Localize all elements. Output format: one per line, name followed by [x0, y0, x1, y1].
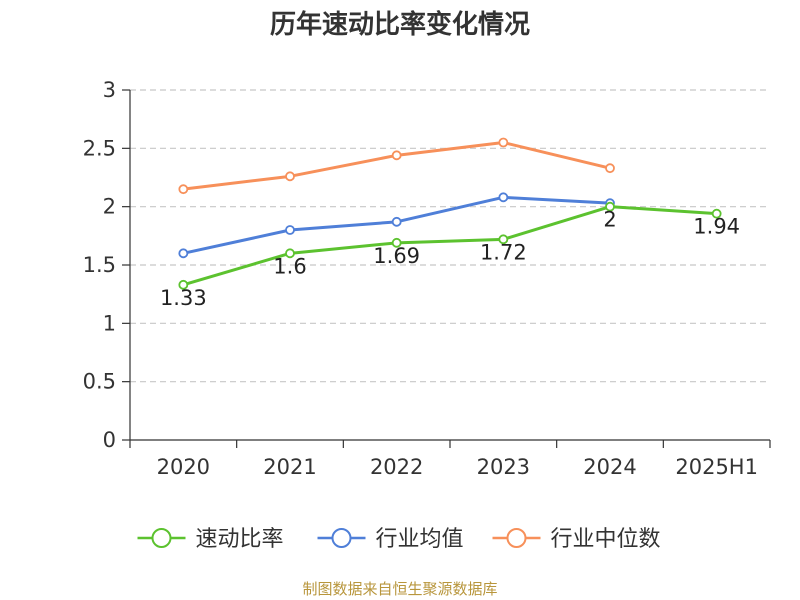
x-tick-label: 2024 [583, 455, 636, 479]
data-point [391, 237, 402, 248]
data-label: 1.94 [693, 215, 740, 239]
legend-label: 行业中位数 [551, 527, 661, 552]
data-label: 2 [603, 208, 616, 232]
y-tick-label: 3 [103, 78, 116, 102]
legend-item[interactable]: 行业中位数 [492, 527, 661, 552]
data-label: 1.6 [273, 254, 306, 278]
legend-swatch-marker [506, 528, 527, 548]
data-labels: 1.33 1.6 1.69 1.72 2 1.94 [160, 208, 740, 310]
legend-item[interactable]: 行业均值 [317, 527, 464, 552]
x-tick-label: 2021 [263, 455, 316, 479]
series-group [178, 137, 722, 290]
x-tick-label: 2022 [370, 455, 423, 479]
x-tick-label: 2020 [157, 455, 210, 479]
series-line [183, 141, 611, 191]
axes: 0 0.5 1 1.5 2 2.5 3 2020 2021 2022 2023 2024 2025H1 [83, 78, 771, 479]
series-line [182, 205, 717, 287]
legend-item[interactable]: 速动比率 [137, 527, 284, 552]
y-tick-label: 2 [103, 195, 116, 219]
data-point [178, 184, 189, 195]
data-point [498, 192, 509, 203]
data-label: 1.69 [373, 244, 420, 268]
data-point [285, 248, 295, 259]
data-point [285, 225, 295, 235]
legend-label: 行业均值 [376, 527, 464, 552]
data-point [498, 234, 509, 245]
y-tick-label: 0.5 [83, 370, 116, 394]
x-tick-label: 2023 [477, 455, 530, 479]
y-tick-label: 1.5 [83, 253, 116, 277]
legend-label: 速动比率 [196, 527, 284, 552]
data-label: 1.72 [480, 240, 527, 264]
chart-title: 历年速动比率变化情况 [270, 9, 530, 40]
data-point [178, 248, 189, 259]
data-point [391, 150, 402, 161]
data-point [605, 163, 615, 174]
y-tick-label: 0 [103, 428, 116, 452]
data-point [391, 216, 402, 227]
grid-lines [130, 89, 770, 383]
data-point [711, 208, 722, 219]
y-tick-label: 1 [103, 311, 116, 335]
legend[interactable]: 速动比率 行业均值 行业中位数 [137, 527, 661, 552]
data-point [285, 171, 295, 182]
data-point [605, 201, 615, 212]
legend-swatch-marker [151, 528, 172, 548]
legend-swatch-marker [331, 528, 352, 548]
data-label: 1.33 [160, 286, 207, 310]
source-note: 制图数据来自恒生聚源数据库 [302, 580, 497, 598]
y-tick-label: 2.5 [83, 136, 116, 160]
data-point [498, 137, 509, 148]
data-point [178, 279, 189, 290]
x-tick-label: 2025H1 [675, 455, 758, 479]
